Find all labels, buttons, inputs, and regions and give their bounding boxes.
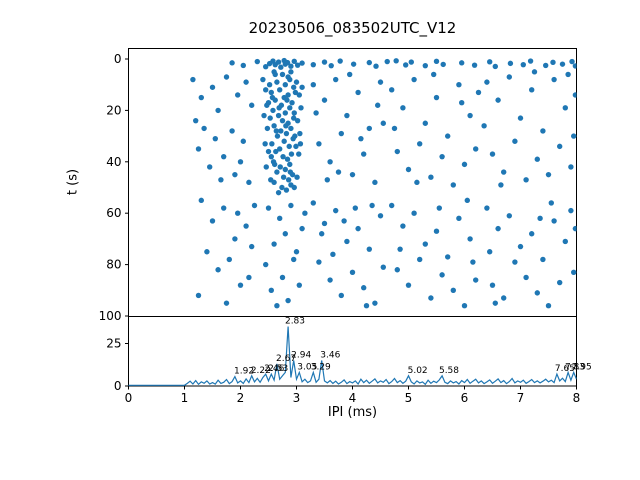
svg-text:40: 40 (106, 155, 121, 169)
peak-annotations: 1.922.222.462.532.67 2.83 2.943.053.293.46… (234, 317, 592, 377)
svg-text:1.92: 1.92 (234, 367, 254, 377)
svg-text:2: 2 (237, 391, 245, 405)
svg-text:7.65: 7.65 (555, 364, 575, 374)
svg-text:4: 4 (349, 391, 357, 405)
svg-text:0: 0 (125, 391, 133, 405)
svg-text:5: 5 (405, 391, 413, 405)
svg-text:3.29: 3.29 (311, 362, 331, 372)
svg-text:2.67: 2.67 (276, 354, 296, 364)
svg-text:2.53: 2.53 (268, 364, 288, 374)
svg-text:7.95: 7.95 (572, 362, 592, 372)
svg-text:3: 3 (293, 391, 301, 405)
svg-text:2.83: 2.83 (285, 317, 305, 327)
svg-text:0: 0 (114, 52, 122, 66)
svg-text:100: 100 (99, 309, 122, 323)
figure-title: 20230506_083502UTC_V12 (248, 19, 457, 37)
bottom-y-ticks: 0 25 (106, 337, 129, 393)
svg-text:8: 8 (573, 391, 581, 405)
scatter-points (190, 57, 577, 309)
svg-text:1: 1 (181, 391, 189, 405)
x-ticks: 0 1 2 3 4 5 6 7 8 (125, 386, 581, 405)
svg-text:2.46: 2.46 (264, 364, 284, 374)
svg-text:2.94: 2.94 (291, 351, 311, 361)
svg-text:20: 20 (106, 103, 121, 117)
svg-text:3.05: 3.05 (297, 362, 317, 372)
svg-text:7.83: 7.83 (565, 362, 585, 372)
svg-text:5.58: 5.58 (439, 366, 459, 376)
top-y-ticks: 0 20 40 60 80 100 (99, 52, 129, 323)
ipi-line (128, 326, 577, 386)
svg-text:80: 80 (106, 258, 121, 272)
svg-text:25: 25 (106, 337, 121, 351)
svg-text:5.02: 5.02 (408, 366, 428, 376)
svg-text:3.46: 3.46 (320, 351, 340, 361)
svg-text:2.22: 2.22 (251, 366, 271, 376)
top-axes-box (128, 48, 577, 317)
bottom-axes-box (128, 316, 577, 387)
x-axis-label: IPI (ms) (327, 405, 378, 420)
svg-text:0: 0 (114, 379, 122, 393)
svg-text:60: 60 (106, 206, 121, 220)
svg-text:6: 6 (461, 391, 469, 405)
svg-text:7: 7 (517, 391, 525, 405)
